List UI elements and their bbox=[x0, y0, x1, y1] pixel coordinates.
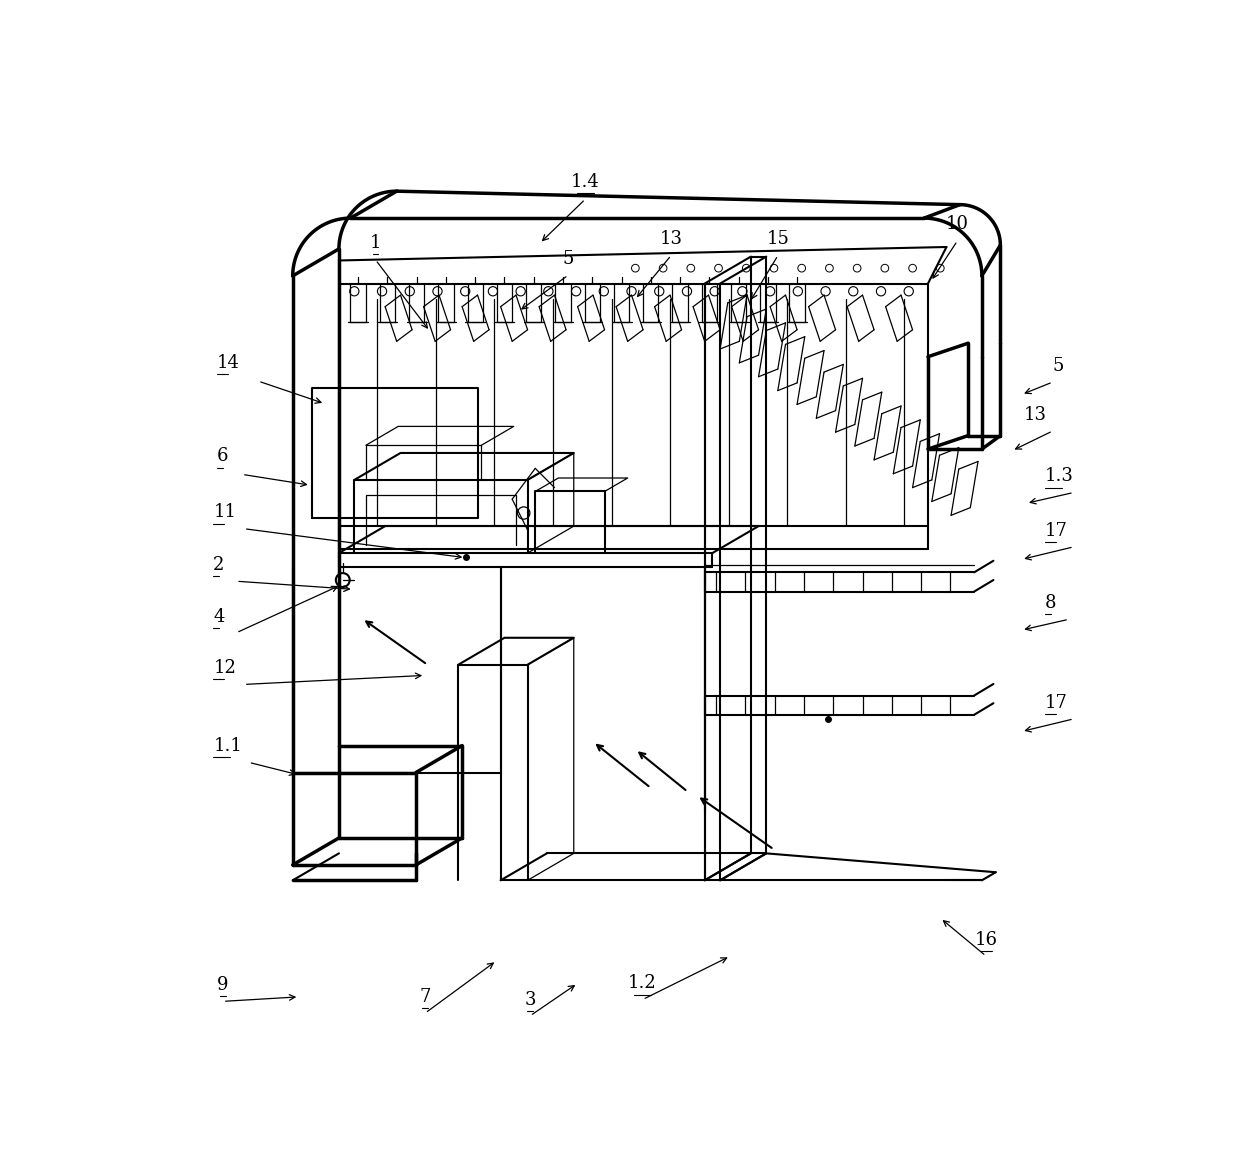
Text: 17: 17 bbox=[1046, 694, 1068, 711]
Text: 12: 12 bbox=[213, 660, 237, 677]
Text: 1.1: 1.1 bbox=[213, 737, 242, 755]
Text: 13: 13 bbox=[659, 230, 683, 248]
Text: 5: 5 bbox=[1053, 356, 1064, 375]
Text: 6: 6 bbox=[217, 447, 229, 466]
Text: 10: 10 bbox=[945, 215, 969, 234]
Text: 1.2: 1.2 bbox=[628, 974, 657, 993]
Text: 3: 3 bbox=[524, 990, 535, 1009]
Text: 8: 8 bbox=[1046, 594, 1057, 612]
Text: 1.4: 1.4 bbox=[571, 173, 600, 191]
Text: 17: 17 bbox=[1046, 521, 1068, 540]
Text: 14: 14 bbox=[217, 354, 240, 372]
Text: 2: 2 bbox=[213, 556, 224, 574]
Text: 16: 16 bbox=[975, 931, 997, 949]
Text: 1: 1 bbox=[369, 234, 382, 252]
Text: 1.3: 1.3 bbox=[1046, 467, 1074, 486]
Text: 5: 5 bbox=[563, 249, 574, 268]
Text: 9: 9 bbox=[217, 976, 229, 994]
Text: 4: 4 bbox=[213, 608, 224, 626]
Text: 15: 15 bbox=[767, 230, 789, 248]
Text: 11: 11 bbox=[213, 503, 237, 521]
Text: 7: 7 bbox=[420, 988, 431, 1005]
Text: 13: 13 bbox=[1025, 406, 1047, 423]
